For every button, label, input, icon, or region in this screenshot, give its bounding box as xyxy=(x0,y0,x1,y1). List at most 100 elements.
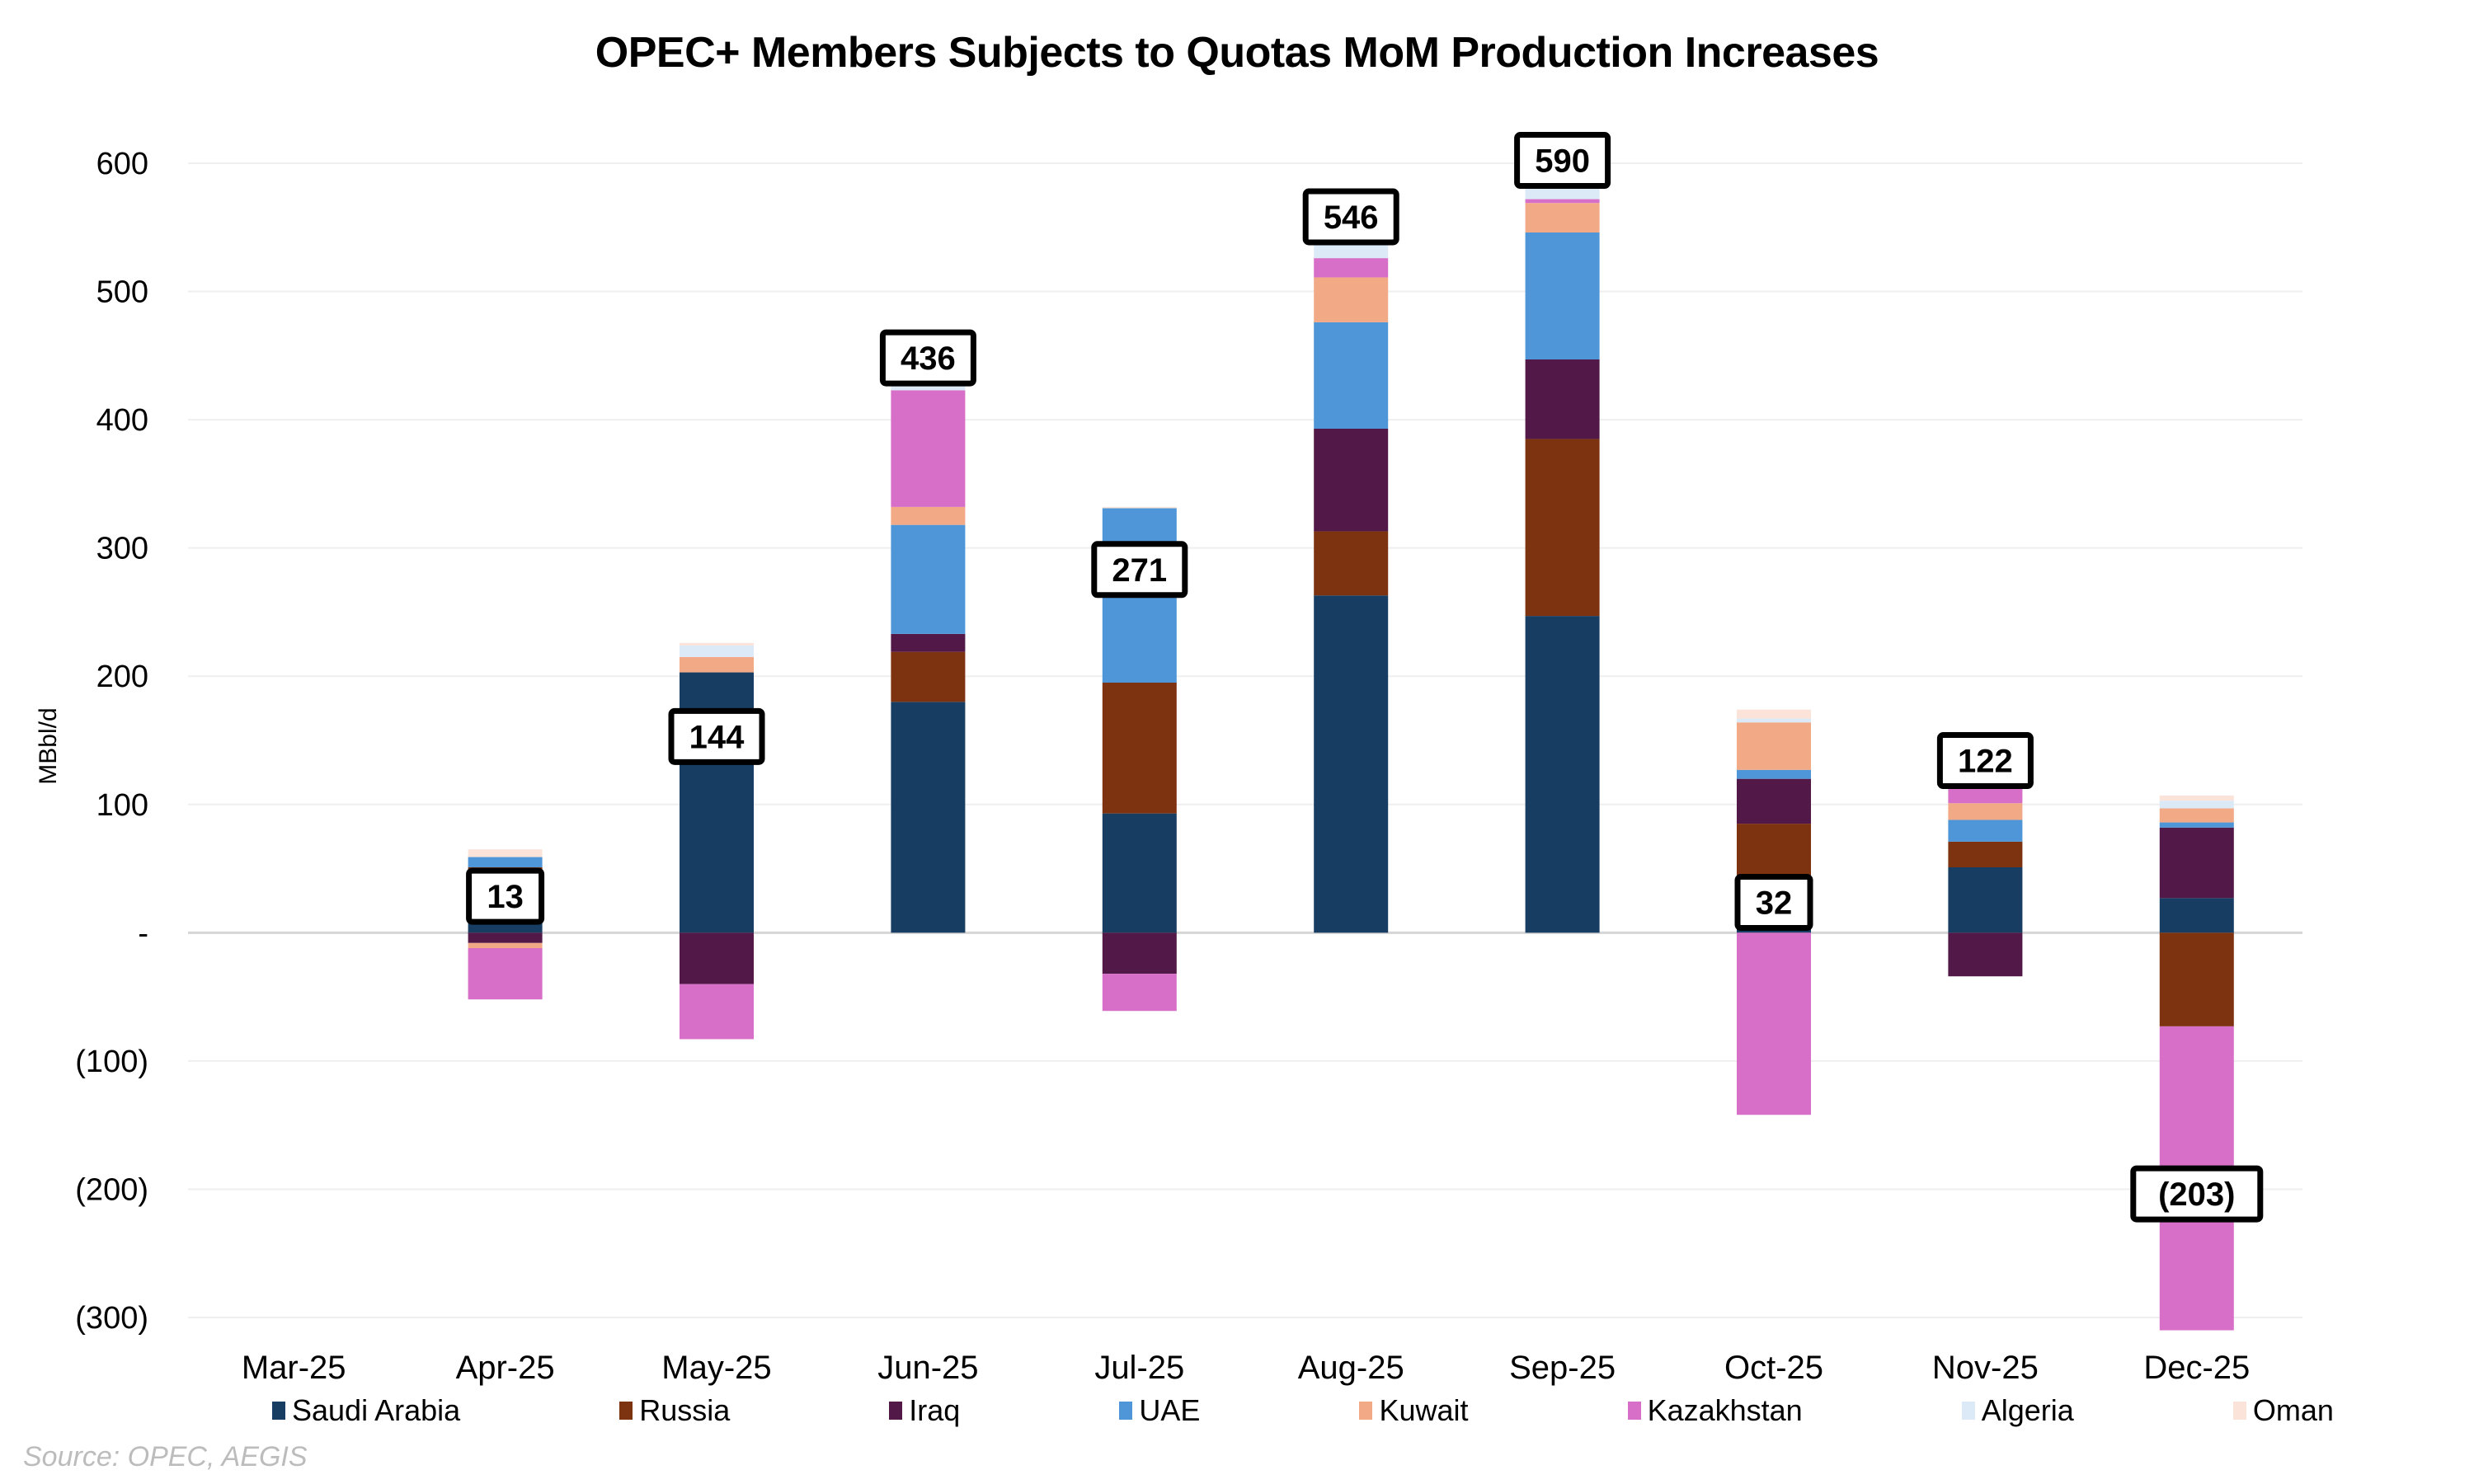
x-tick-label: Apr-25 xyxy=(456,1350,555,1386)
bar-segment-uae xyxy=(2159,822,2234,828)
bar-segment-kuwait xyxy=(680,656,754,673)
total-label-text: 13 xyxy=(487,879,524,915)
bar-segment-algeria xyxy=(1525,186,1600,200)
total-label: 122 xyxy=(1936,732,2034,790)
bar-segment-iraq xyxy=(1948,932,2023,977)
bar-segment-kazakhstan xyxy=(1102,974,1177,1012)
bar-segment-russia xyxy=(2159,932,2234,1026)
total-label-box xyxy=(1734,874,1813,932)
bar-segment-algeria xyxy=(891,383,966,391)
y-tick-label: 200 xyxy=(96,660,148,694)
legend-item: Kazakhstan xyxy=(1627,1393,1803,1428)
x-axis-ticks: Mar-25 Apr-25 May-25 Jun-25 Jul-25 Aug-25 Sep-… xyxy=(242,1350,2250,1386)
total-label-box xyxy=(2130,1165,2264,1223)
total-label-box xyxy=(1091,541,1188,599)
bar-segment-saudi-arabia xyxy=(1525,616,1600,933)
bar-segment-kuwait xyxy=(468,942,543,948)
total-label: (203) xyxy=(2130,1165,2264,1223)
legend-item: Oman xyxy=(2232,1393,2334,1428)
bar-segment-kuwait xyxy=(2159,808,2234,823)
legend-item: Iraq xyxy=(889,1393,960,1428)
legend-item: Russia xyxy=(619,1393,730,1428)
bar-segment-oman xyxy=(2159,795,2234,801)
legend-swatch xyxy=(1359,1402,1373,1420)
y-tick-label: (100) xyxy=(75,1045,148,1079)
x-tick-label: Oct-25 xyxy=(1724,1350,1823,1386)
legend-swatch xyxy=(2232,1402,2246,1420)
total-label: 32 xyxy=(1734,874,1813,932)
bar-segment-iraq xyxy=(680,932,754,984)
bar-segment-algeria xyxy=(2159,801,2234,809)
total-label-text: 436 xyxy=(901,340,956,377)
total-label: 144 xyxy=(668,707,765,765)
bar-segment-iraq xyxy=(468,932,543,943)
y-tick-label: 500 xyxy=(96,275,148,310)
legend-label: Algeria xyxy=(1981,1393,2074,1427)
x-tick-label: May-25 xyxy=(661,1350,771,1386)
y-tick-label: - xyxy=(138,916,148,951)
y-tick-label: 300 xyxy=(96,532,148,566)
bar-segment-iraq xyxy=(1737,778,1811,824)
bar-segment-algeria xyxy=(680,645,754,657)
x-tick-label: Dec-25 xyxy=(2143,1350,2250,1386)
total-label: 590 xyxy=(1514,132,1611,190)
total-label-text: 122 xyxy=(1958,744,2013,780)
total-label: 546 xyxy=(1302,188,1399,246)
x-tick-label: Aug-25 xyxy=(1298,1350,1404,1386)
x-tick-label: Jun-25 xyxy=(877,1350,978,1386)
legend-label: Kuwait xyxy=(1379,1393,1469,1427)
legend-item: Saudi Arabia xyxy=(272,1393,460,1428)
total-label-text: 32 xyxy=(1756,885,1793,922)
y-tick-label: (200) xyxy=(75,1172,148,1207)
bar-segment-russia xyxy=(1314,531,1389,596)
y-tick-label: 600 xyxy=(96,147,148,181)
bar-segment-kuwait xyxy=(891,506,966,525)
bar-segment-russia xyxy=(1737,824,1811,883)
bar-segment-kazakhstan xyxy=(891,390,966,507)
bar-segment-kuwait xyxy=(1948,803,2023,820)
bar-segment-iraq xyxy=(1102,932,1177,974)
bar-segment-saudi-arabia xyxy=(1314,595,1389,933)
y-tick-label: 400 xyxy=(96,403,148,438)
bar-segment-uae xyxy=(1525,232,1600,359)
bar-segment-saudi-arabia xyxy=(891,702,966,933)
source-note: Source: OPEC, AEGIS xyxy=(23,1441,308,1472)
y-tick-label: (300) xyxy=(75,1301,148,1336)
legend-item: Kuwait xyxy=(1359,1393,1469,1428)
bar-segment-oman xyxy=(1102,506,1177,509)
y-axis-label: MBbl/d xyxy=(35,707,62,784)
total-label-box xyxy=(879,329,976,387)
y-tick-label: 100 xyxy=(96,788,148,823)
total-label: 13 xyxy=(466,867,545,925)
legend: Saudi Arabia Russia Iraq UAE Kuwait Kazakhsta… xyxy=(272,1393,2334,1428)
y-axis-ticks: 600 500 400 300 200 100 - (100) (200) (300) xyxy=(75,147,148,1336)
total-label-text: 144 xyxy=(689,719,745,755)
total-label-text: 271 xyxy=(1112,552,1167,589)
bar-segment-russia xyxy=(1525,439,1600,617)
bar-segment-russia xyxy=(1948,841,2023,867)
legend-swatch xyxy=(272,1402,285,1420)
bar-segment-iraq xyxy=(1525,359,1600,439)
total-label: 436 xyxy=(879,329,976,387)
total-label-box xyxy=(466,867,545,925)
legend-label: Iraq xyxy=(909,1393,961,1427)
bar-segment-oman xyxy=(1737,709,1811,719)
bar-segment-oman xyxy=(680,642,754,646)
bar-segment-uae xyxy=(891,524,966,634)
total-labels: 13 144 436 271 546 590 32 122 (203) xyxy=(466,132,2264,1223)
bar-segment-kazakhstan xyxy=(680,984,754,1040)
bar-segment-kazakhstan xyxy=(468,948,543,1000)
bar-segment-kazakhstan xyxy=(1525,199,1600,204)
legend-label: Saudi Arabia xyxy=(292,1393,461,1427)
legend-label: UAE xyxy=(1139,1393,1201,1427)
legend-swatch xyxy=(1119,1402,1133,1420)
bar-segment-uae xyxy=(1737,769,1811,779)
bar-segment-uae xyxy=(1314,322,1389,429)
bar-segment-russia xyxy=(891,651,966,702)
legend-label: Oman xyxy=(2252,1393,2334,1427)
bar-segment-oman xyxy=(468,849,543,857)
total-label: 271 xyxy=(1091,541,1188,599)
legend-swatch xyxy=(1627,1402,1641,1420)
bar-segment-kuwait xyxy=(1737,722,1811,770)
bar-segment-kuwait xyxy=(1314,277,1389,322)
